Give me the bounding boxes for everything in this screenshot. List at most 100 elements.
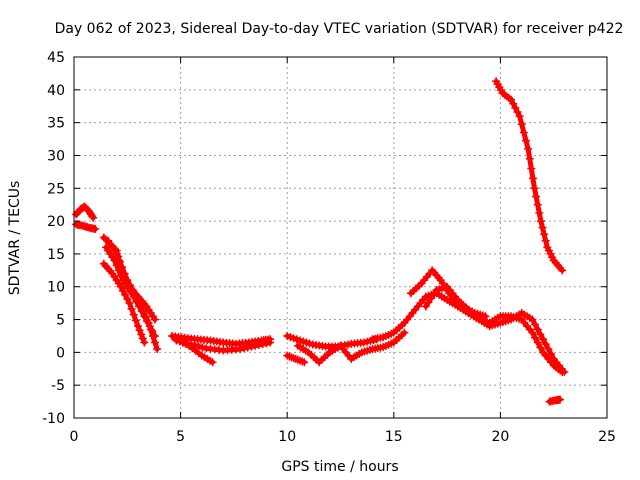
data-point-marker	[535, 208, 544, 217]
data-point-marker	[481, 312, 490, 321]
data-point-marker	[560, 368, 569, 377]
y-tick-label: 0	[56, 345, 65, 361]
y-tick-label: 40	[47, 83, 65, 99]
data-point-marker	[536, 217, 545, 226]
data-point-marker	[532, 192, 541, 201]
data-point-marker	[116, 282, 125, 291]
grid	[74, 57, 607, 418]
data-point-marker	[531, 320, 540, 329]
y-axis: -10 -5 0 5 10 15 20 25 30 35 40 45	[42, 50, 607, 427]
data-point-marker	[119, 286, 128, 295]
data-point-marker	[530, 184, 539, 193]
data-point-marker	[513, 107, 522, 116]
data-point-marker	[91, 224, 100, 233]
data-point-marker	[547, 350, 556, 359]
data-point-marker	[133, 322, 142, 331]
data-point-marker	[531, 333, 540, 342]
data-point-marker	[536, 330, 545, 339]
data-point-marker	[144, 318, 153, 327]
x-tick-label: 10	[278, 429, 296, 445]
series-arc7	[168, 331, 275, 348]
data-point-marker	[121, 290, 130, 299]
data-point-marker	[544, 345, 553, 354]
data-point-marker	[524, 144, 533, 153]
data-point-marker	[112, 249, 121, 258]
series-arc18	[545, 395, 565, 406]
data-point-marker	[511, 103, 520, 112]
data-point-marker	[300, 358, 309, 367]
data-point-marker	[541, 340, 550, 349]
data-point-marker	[424, 298, 433, 307]
x-tick-label: 0	[70, 429, 79, 445]
data-point-marker	[148, 331, 157, 340]
data-point-marker	[507, 95, 516, 104]
data-point-marker	[533, 338, 542, 347]
data-point-marker	[236, 345, 245, 354]
series-arc6	[104, 236, 162, 354]
data-point-marker	[533, 325, 542, 334]
data-point-marker	[540, 230, 549, 239]
data-point-marker	[88, 212, 97, 221]
data-point-marker	[528, 315, 537, 324]
x-tick-label: 20	[491, 429, 509, 445]
x-axis: 0 5 10 15 20 25	[70, 57, 616, 445]
data-point-marker	[139, 307, 148, 316]
data-point-marker	[538, 223, 547, 232]
data-point-marker	[198, 343, 207, 352]
data-point-marker	[528, 174, 537, 183]
series-arc1	[72, 202, 98, 222]
data-point-marker	[258, 340, 267, 349]
y-tick-label: 10	[47, 280, 65, 296]
series-arc17	[492, 77, 567, 275]
data-point-marker	[243, 343, 252, 352]
data-point-marker	[129, 310, 138, 319]
series-arc2	[72, 220, 100, 233]
data-point-marker	[400, 328, 409, 337]
series-arc9	[172, 335, 217, 367]
data-point-marker	[137, 330, 146, 339]
data-point-marker	[558, 266, 567, 275]
series-arc12	[293, 328, 409, 367]
data-point-marker	[429, 290, 438, 299]
data-point-marker	[262, 339, 271, 348]
data-point-marker	[127, 304, 136, 313]
data-point-marker	[135, 326, 144, 335]
y-tick-label: 5	[56, 313, 65, 329]
data-point-marker	[123, 276, 132, 285]
y-tick-label: 45	[47, 50, 65, 66]
data-point-marker	[525, 154, 534, 163]
data-point-marker	[556, 395, 565, 404]
data-point-marker	[240, 344, 249, 353]
y-tick-label: -5	[51, 378, 65, 394]
data-point-marker	[427, 294, 436, 303]
data-point-marker	[141, 313, 150, 322]
data-point-marker	[536, 343, 545, 352]
series-arc4	[99, 259, 149, 347]
data-point-marker	[541, 236, 550, 245]
x-tick-label: 15	[385, 429, 403, 445]
data-point-marker	[151, 338, 160, 347]
data-point-marker	[153, 345, 162, 354]
data-point-marker	[133, 295, 142, 304]
series-arc16	[449, 295, 490, 321]
data-series	[72, 77, 569, 406]
data-point-marker	[120, 269, 129, 278]
data-point-marker	[131, 290, 140, 299]
data-point-marker	[131, 316, 140, 325]
chart-title: Day 062 of 2023, Sidereal Day-to-day VTE…	[55, 21, 624, 37]
data-point-marker	[527, 164, 536, 173]
data-point-marker	[509, 99, 518, 108]
y-tick-label: 15	[47, 247, 65, 263]
data-point-marker	[128, 286, 137, 295]
data-point-marker	[89, 213, 98, 222]
y-tick-label: 20	[47, 214, 65, 230]
data-point-marker	[521, 136, 530, 145]
y-tick-label: -10	[42, 411, 65, 427]
data-point-marker	[136, 301, 145, 310]
plot-frame	[73, 56, 608, 419]
data-point-marker	[123, 295, 132, 304]
data-point-marker	[421, 302, 430, 311]
data-point-marker	[247, 342, 256, 351]
y-tick-label: 30	[47, 148, 65, 164]
